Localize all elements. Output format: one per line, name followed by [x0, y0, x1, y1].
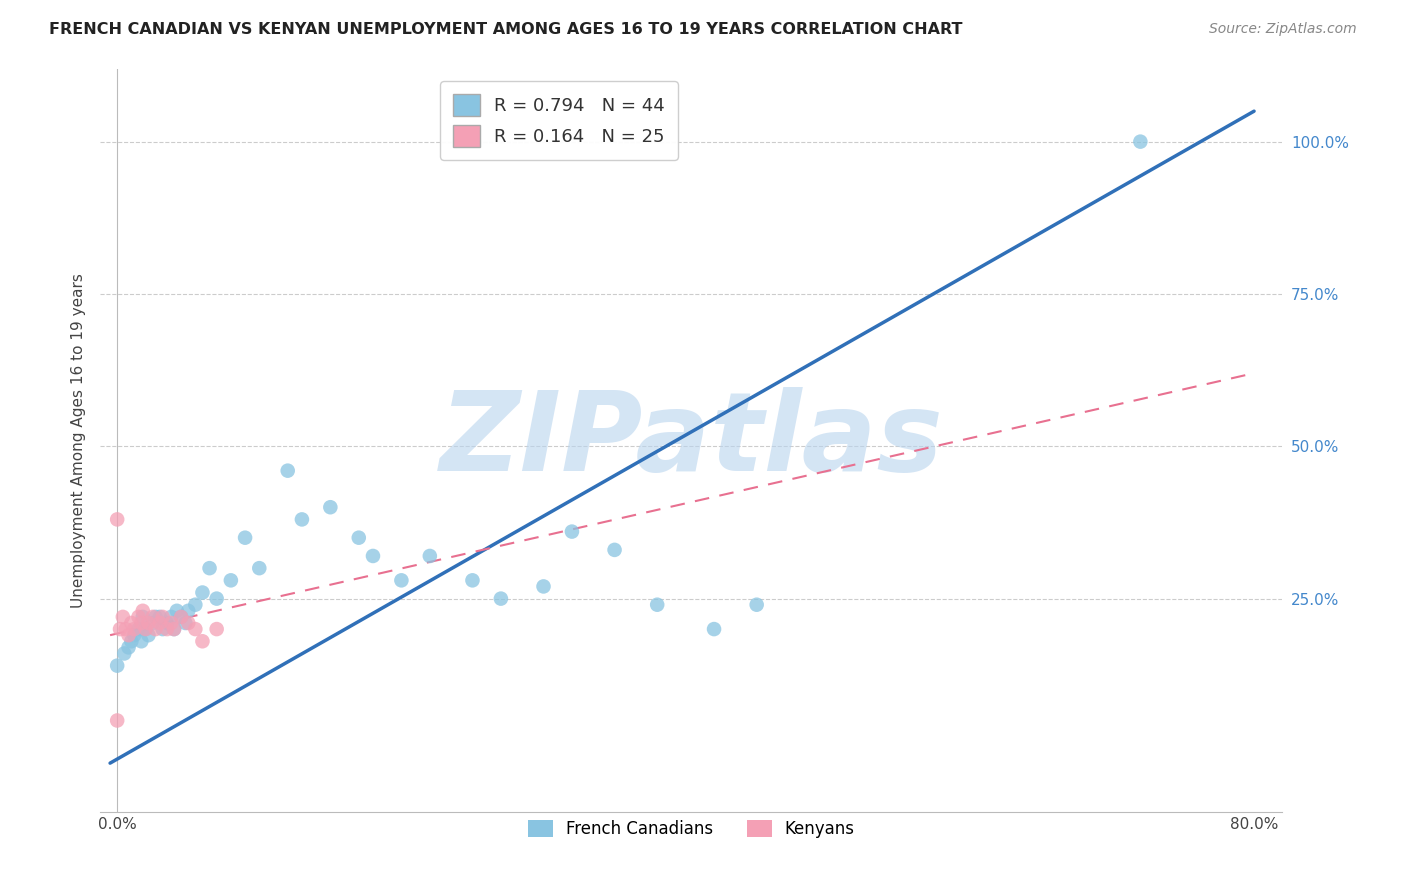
Point	[156, 615, 179, 630]
Point	[145, 622, 167, 636]
Point	[152, 622, 174, 636]
Point	[489, 591, 512, 606]
Point	[131, 634, 153, 648]
Point	[160, 615, 183, 630]
Point	[191, 634, 214, 648]
Point	[142, 610, 165, 624]
Point	[277, 464, 299, 478]
Point	[163, 622, 186, 636]
Point	[177, 615, 200, 630]
Point	[205, 591, 228, 606]
Point	[138, 628, 160, 642]
Point	[461, 574, 484, 588]
Point	[184, 622, 207, 636]
Text: ZIPatlas: ZIPatlas	[440, 387, 943, 493]
Point	[149, 610, 172, 624]
Point	[135, 622, 157, 636]
Point	[114, 622, 136, 636]
Point	[111, 610, 134, 624]
Point	[703, 622, 725, 636]
Point	[319, 500, 342, 515]
Point	[174, 615, 197, 630]
Point	[149, 615, 172, 630]
Point	[1129, 135, 1152, 149]
Point	[163, 622, 186, 636]
Point	[132, 604, 155, 618]
Point	[191, 585, 214, 599]
Point	[135, 622, 157, 636]
Point	[152, 610, 174, 624]
Point	[645, 598, 668, 612]
Point	[745, 598, 768, 612]
Point	[198, 561, 221, 575]
Point	[112, 647, 135, 661]
Point	[205, 622, 228, 636]
Point	[120, 615, 142, 630]
Point	[145, 610, 167, 624]
Point	[132, 610, 155, 624]
Point	[177, 604, 200, 618]
Y-axis label: Unemployment Among Ages 16 to 19 years: Unemployment Among Ages 16 to 19 years	[72, 273, 86, 607]
Point	[156, 622, 179, 636]
Point	[184, 598, 207, 612]
Point	[291, 512, 314, 526]
Point	[122, 628, 145, 642]
Point	[347, 531, 370, 545]
Legend: French Canadians, Kenyans: French Canadians, Kenyans	[522, 813, 862, 845]
Point	[219, 574, 242, 588]
Point	[105, 512, 128, 526]
Point	[160, 610, 183, 624]
Point	[247, 561, 270, 575]
Point	[131, 615, 153, 630]
Point	[117, 640, 139, 655]
Point	[105, 714, 128, 728]
Point	[142, 615, 165, 630]
Point	[170, 610, 193, 624]
Point	[361, 549, 384, 563]
Point	[117, 628, 139, 642]
Point	[120, 634, 142, 648]
Point	[233, 531, 256, 545]
Point	[128, 610, 150, 624]
Text: FRENCH CANADIAN VS KENYAN UNEMPLOYMENT AMONG AGES 16 TO 19 YEARS CORRELATION CHA: FRENCH CANADIAN VS KENYAN UNEMPLOYMENT A…	[49, 22, 963, 37]
Point	[122, 622, 145, 636]
Point	[170, 610, 193, 624]
Text: Source: ZipAtlas.com: Source: ZipAtlas.com	[1209, 22, 1357, 37]
Point	[108, 622, 131, 636]
Point	[419, 549, 441, 563]
Point	[561, 524, 583, 539]
Point	[166, 604, 188, 618]
Point	[603, 542, 626, 557]
Point	[138, 615, 160, 630]
Point	[105, 658, 128, 673]
Point	[389, 574, 412, 588]
Point	[533, 579, 555, 593]
Point	[128, 622, 150, 636]
